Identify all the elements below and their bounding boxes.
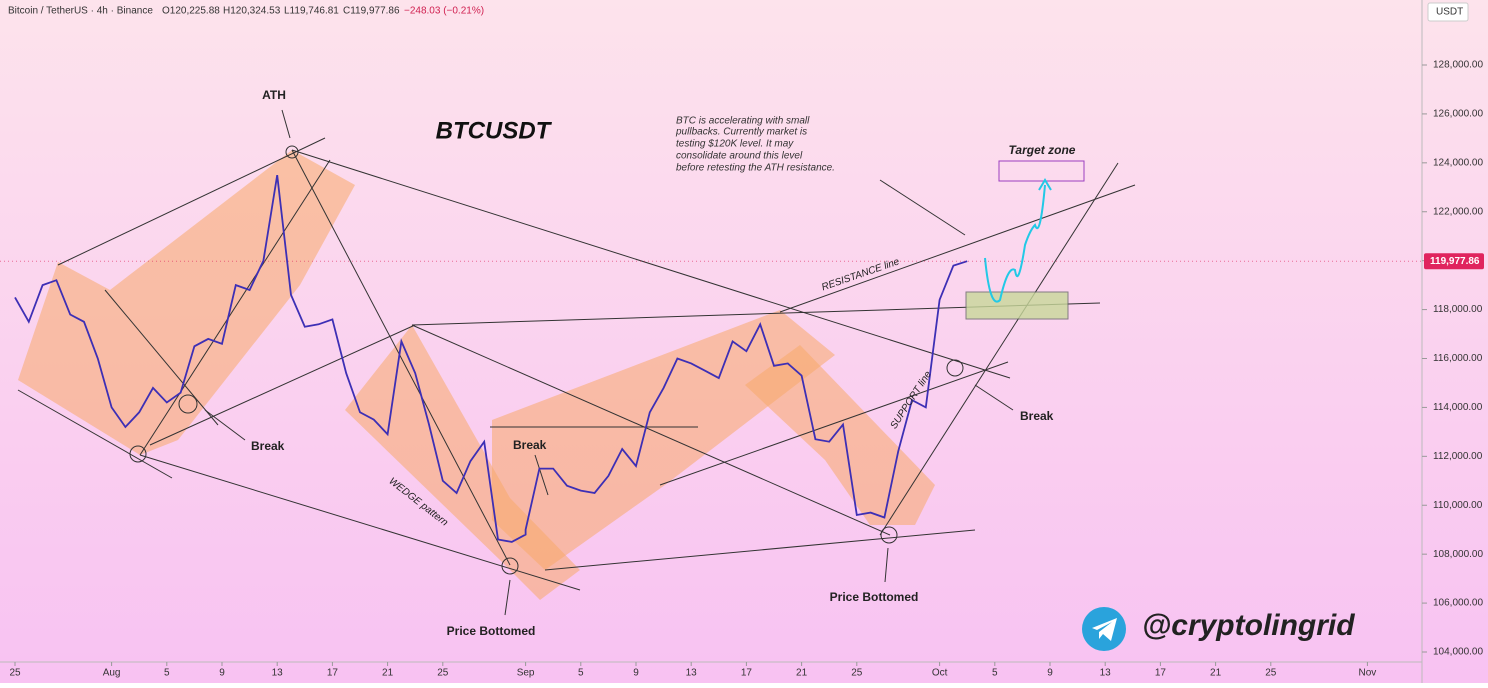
target-label: Target zone bbox=[1009, 143, 1076, 157]
x-tick-label: 25 bbox=[1265, 668, 1277, 679]
y-tick-label: 126,000.00 bbox=[1433, 109, 1483, 120]
y-tick-label: 110,000.00 bbox=[1433, 500, 1483, 511]
y-tick-label: 118,000.00 bbox=[1433, 304, 1483, 315]
marker bbox=[285, 145, 299, 159]
target-zone bbox=[998, 160, 1085, 182]
marker bbox=[178, 394, 198, 414]
x-tick-label: 25 bbox=[851, 668, 863, 679]
x-tick-label: 9 bbox=[633, 668, 639, 679]
drawings bbox=[14, 109, 1136, 616]
marker bbox=[501, 557, 519, 575]
ohlc-high: H120,324.53 bbox=[223, 6, 281, 17]
currency[interactable]: USDT bbox=[1436, 7, 1463, 18]
y-tick-label: 124,000.00 bbox=[1433, 157, 1483, 168]
x-tick-label: 17 bbox=[327, 668, 339, 679]
x-tick-label: 5 bbox=[992, 668, 998, 679]
x-tick-label: Oct bbox=[932, 668, 948, 679]
y-tick-label: 114,000.00 bbox=[1433, 402, 1483, 413]
trendline bbox=[139, 454, 581, 591]
bottom-label: Price Bottomed bbox=[447, 624, 536, 638]
rising-channel bbox=[492, 310, 835, 570]
x-tick-label: 5 bbox=[578, 668, 584, 679]
ohlc-low: L119,746.81 bbox=[284, 6, 339, 17]
note-line: pullbacks. Currently market is bbox=[675, 127, 807, 138]
trendline bbox=[139, 159, 331, 456]
x-tick-label: 25 bbox=[9, 668, 21, 679]
currency-box[interactable] bbox=[1427, 2, 1469, 22]
x-tick-label: 21 bbox=[796, 668, 808, 679]
ohlc-open: O120,225.88 bbox=[162, 6, 220, 17]
x-tick-label: Sep bbox=[517, 668, 535, 679]
y-tick-label: 104,000.00 bbox=[1433, 647, 1483, 658]
y-tick-label: 116,000.00 bbox=[1433, 353, 1483, 364]
y-tick-label: 128,000.00 bbox=[1433, 60, 1483, 71]
symbol: Bitcoin / TetherUS · 4h · Binance bbox=[8, 6, 153, 17]
resistance-line bbox=[779, 184, 1136, 313]
note-line: testing $120K level. It may bbox=[676, 139, 794, 150]
trendline bbox=[659, 361, 1009, 486]
x-tick-label: Aug bbox=[103, 668, 121, 679]
x-tick-label: 9 bbox=[1047, 668, 1053, 679]
last-price-label: 119,977.86 bbox=[1430, 256, 1480, 267]
arrow bbox=[281, 109, 291, 139]
trendline bbox=[291, 149, 1011, 379]
break-label: Break bbox=[513, 438, 547, 452]
x-tick-label: 21 bbox=[1210, 668, 1222, 679]
x-tick-label: 13 bbox=[686, 668, 698, 679]
projection bbox=[984, 184, 1046, 303]
header: Bitcoin / TetherUS · 4h · Binance O120,2… bbox=[8, 6, 484, 17]
y-tick-label: 108,000.00 bbox=[1433, 549, 1483, 560]
chart-title: BTCUSDT bbox=[436, 117, 553, 144]
channel bbox=[18, 150, 355, 455]
x-tick-label: 9 bbox=[219, 668, 225, 679]
trendline bbox=[17, 389, 173, 479]
arrow bbox=[879, 179, 966, 236]
handle: @cryptolingrid bbox=[1142, 609, 1355, 642]
bottom-label: Price Bottomed bbox=[830, 590, 919, 604]
ohlc-close: C119,977.86 bbox=[343, 6, 400, 17]
arrow bbox=[974, 384, 1014, 411]
note-line: BTC is accelerating with small bbox=[676, 116, 810, 127]
trendline bbox=[291, 149, 511, 566]
arrow bbox=[534, 454, 549, 496]
x-tick-label: 13 bbox=[1100, 668, 1112, 679]
price-line bbox=[14, 174, 968, 543]
y-tick-label: 122,000.00 bbox=[1433, 206, 1483, 217]
demand-zone bbox=[965, 291, 1069, 320]
break-label: Break bbox=[251, 439, 285, 453]
y-tick-label: 106,000.00 bbox=[1433, 598, 1483, 609]
ohlc-change: −248.03 (−0.21%) bbox=[404, 6, 484, 17]
arrow bbox=[884, 547, 889, 583]
x-tick-label: 5 bbox=[164, 668, 170, 679]
x-tick-label: 25 bbox=[437, 668, 449, 679]
trendline bbox=[411, 324, 891, 536]
trendline bbox=[544, 529, 976, 571]
break-label: Break bbox=[1020, 409, 1054, 423]
marker bbox=[129, 445, 147, 463]
x-tick-label: 17 bbox=[1155, 668, 1167, 679]
projection-arrow bbox=[1038, 178, 1052, 191]
note: BTC is accelerating with small pullbacks… bbox=[675, 116, 835, 174]
arrow bbox=[204, 409, 246, 441]
x-tick-label: 21 bbox=[382, 668, 394, 679]
trendline bbox=[104, 289, 219, 426]
x-tick-label: 13 bbox=[272, 668, 284, 679]
arrow bbox=[504, 579, 511, 616]
telegram-plane bbox=[1092, 618, 1117, 641]
last-price-tag bbox=[1424, 253, 1484, 270]
x-tick-label: Nov bbox=[1359, 668, 1377, 679]
support-line bbox=[879, 162, 1119, 536]
note-line: before retesting the ATH resistance. bbox=[676, 163, 835, 174]
note-line: consolidate around this level bbox=[676, 151, 803, 162]
trendline bbox=[57, 137, 326, 266]
ath-label: ATH bbox=[262, 88, 286, 102]
marker bbox=[880, 526, 898, 544]
trendline bbox=[149, 324, 416, 446]
falling-channel bbox=[745, 345, 935, 525]
y-tick-label: 112,000.00 bbox=[1433, 451, 1483, 462]
x-tick-label: 17 bbox=[741, 668, 753, 679]
marker bbox=[946, 359, 964, 377]
